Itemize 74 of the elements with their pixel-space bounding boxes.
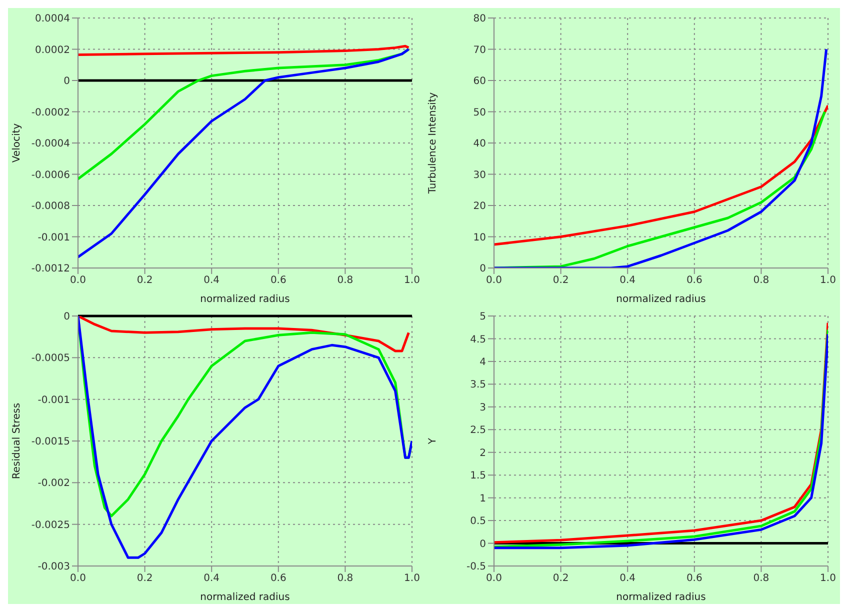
y-tick-label: 0.0002: [35, 44, 70, 56]
x-tick-label: 0.2: [552, 573, 569, 584]
y-tick-label: -0.0002: [31, 107, 70, 118]
x-tick-label: 0.4: [204, 275, 220, 286]
y-tick-label: 40: [473, 138, 486, 150]
y-tick-label: 5: [480, 312, 486, 323]
y-tick-label: 0: [64, 312, 70, 323]
y-tick-label: -0.0005: [31, 353, 70, 364]
y-tick-label: 0.0004: [35, 14, 70, 25]
x-tick-label: 0.8: [753, 573, 770, 584]
y-axis-title: Residual Stress: [12, 402, 23, 480]
y-tick-label: -0.0008: [31, 201, 70, 212]
y-tick-label: 20: [473, 201, 486, 212]
y-tick-label: -0.0006: [31, 170, 70, 181]
y-tick-label: 30: [473, 170, 486, 181]
y-tick-label: 1: [480, 493, 486, 504]
x-tick-label: 0.0: [486, 573, 502, 584]
x-tick-label: 0.6: [686, 573, 702, 584]
x-tick-label: 0.4: [620, 573, 636, 584]
line-series: [494, 104, 828, 246]
line-series: [78, 48, 410, 258]
y-tick-label: 3: [480, 402, 486, 414]
line-series: [78, 44, 410, 56]
x-tick-label: 0.4: [620, 275, 636, 286]
y-tick-label: 4.5: [470, 334, 486, 346]
y-tick-label: -0.001: [38, 232, 70, 244]
y-axis-title: Y: [428, 437, 439, 446]
x-tick-label: 0.2: [552, 275, 569, 286]
x-tick-label: 0.0: [70, 573, 86, 584]
x-tick-label: 0.0: [70, 275, 86, 286]
x-tick-label: 0.8: [753, 275, 770, 286]
x-tick-label: 0.6: [270, 275, 286, 286]
x-tick-label: 1.0: [404, 573, 420, 584]
y-tick-label: -0.0004: [31, 138, 70, 150]
y-tick-label: 80: [473, 14, 486, 25]
y-tick-label: 1.5: [470, 470, 486, 482]
y-tick-label: -0.0025: [31, 520, 70, 531]
y-tick-label: 0: [480, 264, 486, 275]
y-tick-label: 0: [64, 76, 70, 88]
y-tick-label: 2: [480, 448, 486, 459]
y-tick-label: -0.002: [38, 478, 70, 490]
x-tick-label: 0.4: [204, 573, 220, 584]
y-tick-label: 2.5: [470, 425, 486, 436]
line-series: [78, 316, 410, 352]
y-axis-title: Velocity: [12, 123, 23, 163]
x-tick-label: 0.8: [337, 275, 354, 286]
x-tick-label: 0.8: [337, 573, 354, 584]
y-tick-label: -0.5: [466, 562, 486, 573]
x-axis-title: normalized radius: [200, 294, 290, 305]
y-tick-label: -0.0015: [31, 436, 70, 448]
y-tick-label: -0.001: [38, 394, 70, 406]
y-tick-label: 10: [473, 232, 486, 244]
y-tick-label: -0.003: [38, 562, 70, 573]
x-tick-label: 1.0: [820, 573, 836, 584]
y-axis-title: Turbulence Intensity: [428, 92, 439, 195]
x-tick-label: 0.6: [270, 573, 286, 584]
y-tick-label: 4: [480, 357, 486, 368]
x-tick-label: 0.6: [686, 275, 702, 286]
y-tick-label: 0: [480, 538, 486, 550]
y-tick-label: -0.0012: [31, 264, 70, 275]
y-tick-label: 70: [473, 44, 486, 56]
x-tick-label: 1.0: [404, 275, 420, 286]
x-tick-label: 0.2: [136, 573, 153, 584]
x-tick-label: 1.0: [820, 275, 836, 286]
x-axis-title: normalized radius: [616, 592, 706, 603]
x-axis-title: normalized radius: [616, 294, 706, 305]
line-series: [78, 316, 412, 559]
x-axis-title: normalized radius: [200, 592, 290, 603]
x-tick-label: 0.0: [486, 275, 502, 286]
y-tick-label: 3.5: [470, 380, 486, 391]
y-tick-label: 50: [473, 107, 486, 118]
y-tick-label: 60: [473, 76, 486, 88]
y-tick-label: 0.5: [470, 516, 486, 528]
x-tick-label: 0.2: [136, 275, 153, 286]
